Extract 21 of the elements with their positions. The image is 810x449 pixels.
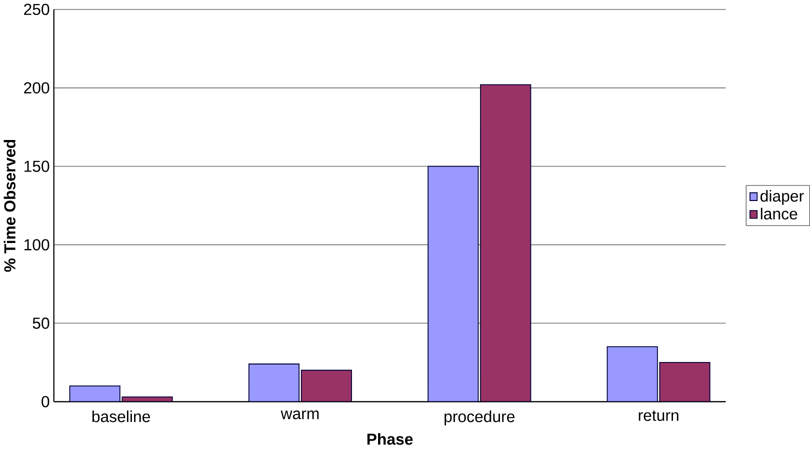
y-axis-title: % Time Observed	[4, 140, 16, 272]
bar	[300, 370, 352, 402]
bar	[480, 84, 532, 402]
legend-label: diaper	[760, 190, 804, 206]
x-tick-label: procedure	[444, 410, 515, 426]
y-tick-label: 100	[24, 239, 50, 251]
y-tick-label: 50	[32, 318, 50, 330]
x-tick-label: return	[638, 410, 678, 422]
y-tick-label: 250	[24, 4, 50, 16]
bar	[428, 166, 479, 402]
y-tick-label: 0	[42, 396, 50, 408]
y-tick-label: 150	[24, 160, 50, 172]
x-tick-label: warm	[280, 410, 319, 420]
bar	[69, 386, 120, 402]
bar	[248, 364, 300, 402]
legend-label: lance	[760, 208, 798, 220]
bar	[606, 346, 658, 402]
x-axis-title: Phase	[367, 433, 413, 446]
y-tick-label: 200	[24, 82, 50, 94]
x-tick-label: baseline	[92, 410, 150, 422]
bar	[659, 362, 710, 402]
